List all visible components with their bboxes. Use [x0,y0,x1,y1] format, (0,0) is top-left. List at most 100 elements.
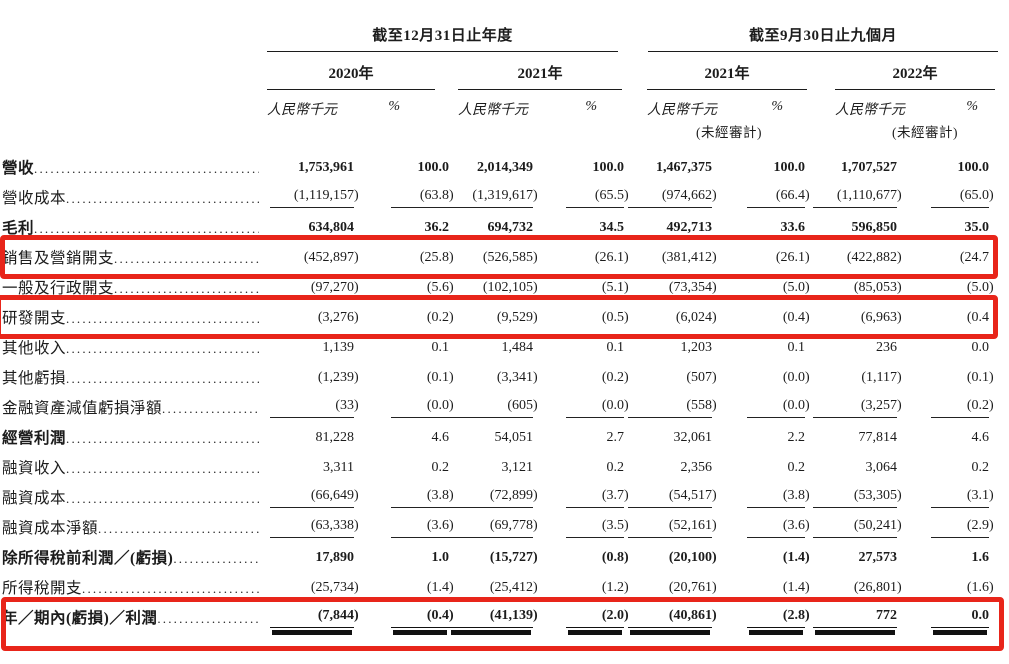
dot-leader [66,461,259,477]
cell-amount: (54,517) [624,486,717,508]
cell-amount: 3,064 [865,460,898,475]
cell-amount: (3,257) [805,396,902,418]
period-group-title-nine-months: 截至9月30日止九個月 [748,28,897,44]
cell-percent: 100.0 [592,160,625,175]
cell-percent: (24.7 [959,250,989,265]
cell-amount: (526,585) [482,250,538,265]
cell-amount: 2,356 [680,460,713,475]
cell-amount: (1,110,677) [805,186,902,208]
cell-amount: (73,354) [668,280,717,295]
percent-label-2021-nine-months: % [771,99,783,114]
cell-amount: (605) [449,396,538,418]
table-row: 所得稅開支 (25,734) (1.4) (25,412) (1.2) (20,761) (… [2,572,994,602]
cell-percent: (65.0) [897,186,994,208]
cell-amount: 1,203 [680,340,713,355]
cell-percent: (1.4) [782,580,810,595]
dot-leader [66,191,259,207]
cell-percent: 0.2 [606,460,625,475]
cell-amount: (52,161) [624,516,717,538]
cell-percent: (3.6) [712,516,810,538]
cell-amount: (25,412) [489,580,538,595]
table-row: 毛利 634,804 36.2 694,732 34.5 492,713 33.6 596,8… [2,212,989,242]
cell-amount: 634,804 [308,220,355,235]
row-label: 融資成本淨額 [2,516,265,538]
cell-percent: 0.1 [431,340,450,355]
cell-amount: (15,727) [489,550,538,565]
row-label: 經營利潤 [2,426,265,448]
cell-percent: (0.5) [601,310,629,325]
cell-amount: (3,341) [496,370,538,385]
cell-amount: (50,241) [805,516,902,538]
cell-percent: 36.2 [424,220,450,235]
cell-percent: 34.5 [599,220,625,235]
cell-amount: (422,882) [846,250,902,265]
dot-leader [114,281,259,297]
table-row: 金融資產減值虧損淨額(33)(0.0)(605)(0.0)(558)(0.0)(… [2,392,994,422]
cell-amount: (66,649) [265,486,359,508]
period-group-title-annual: 截至12月31日止年度 [372,28,513,44]
cell-percent: (3.8) [354,486,454,508]
header-rule-2021-annual [458,89,622,90]
cell-amount: 236 [876,340,897,355]
row-label: 金融資產減值虧損淨額 [2,396,265,418]
cell-percent: (3.6) [354,516,454,538]
unit-label-2021-annual: 人民幣千元 [458,103,528,118]
cell-percent: (2.0) [529,606,629,635]
cell-percent: (2.8) [712,606,810,635]
cell-percent: (25.8) [419,250,454,265]
cell-percent: (1.6) [966,580,994,595]
cell-percent: 33.6 [780,220,806,235]
cell-percent: (0.0) [529,396,629,418]
dot-leader [157,611,259,627]
unit-label-2022: 人民幣千元 [835,103,905,118]
cell-percent: 100.0 [417,160,450,175]
cell-amount: 1,484 [501,340,534,355]
cell-percent: (0.2) [426,310,454,325]
cell-percent: (5.6) [426,280,454,295]
row-label: 所得稅開支 [2,576,265,598]
table-row: 營收 1,753,961 100.0 2,014,349 100.0 1,467,375 1… [2,152,989,182]
dot-leader [114,251,259,267]
row-label: 毛利 [2,216,265,238]
table-row: 年／期內(虧損)／利潤(7,844)(0.4)(41,139)(2.0)(40,… [2,602,989,635]
row-label: 銷售及營銷開支 [2,246,265,268]
header-rule-2021-nine-months [647,89,807,90]
cell-percent: 0.1 [787,340,806,355]
cell-amount: (507) [686,370,717,385]
header-rule-2020 [267,89,435,90]
year-title-2022: 2022年 [892,66,938,82]
cell-amount: 77,814 [858,430,898,445]
cell-amount: 772 [805,606,897,635]
cell-percent: (0.8) [601,550,629,565]
table-row: 融資成本(66,649)(3.8)(72,899)(3.7)(54,517)(3… [2,482,994,512]
cell-percent: (26.1) [775,250,810,265]
cell-percent: 0.0 [897,606,989,635]
cell-percent: 100.0 [773,160,806,175]
unaudited-note-2022: (未經審計) [892,125,958,140]
cell-amount: 17,890 [315,550,355,565]
cell-percent: (0.1) [966,370,994,385]
cell-amount: 2,014,349 [477,160,533,175]
cell-amount: (20,761) [668,580,717,595]
unaudited-note-2021: (未經審計) [696,125,762,140]
table-row: 銷售及營銷開支 (452,897) (25.8) (526,585) (26.1) (38… [2,242,989,272]
dot-leader [66,431,259,447]
table-row: 經營利潤 81,228 4.6 54,051 2.7 32,061 2.2 77,814 4.6 [2,422,989,452]
cell-amount: (974,662) [624,186,717,208]
cell-percent: (0.0) [712,396,810,418]
cell-amount: (3,276) [317,310,359,325]
row-label: 其他虧損 [2,366,265,388]
table-body: 營收 1,753,961 100.0 2,014,349 100.0 1,467,375 1… [2,152,994,635]
cell-amount: (20,100) [668,550,717,565]
cell-percent: (5.0) [966,280,994,295]
cell-percent: 4.6 [431,430,450,445]
year-title-2021-annual: 2021年 [517,66,563,82]
cell-percent: 4.6 [971,430,990,445]
dot-leader [66,311,259,327]
table-row: 融資收入 3,311 0.2 3,121 0.2 2,356 0.2 3,064 0.2 [2,452,989,482]
cell-percent: (2.9) [897,516,994,538]
cell-percent: (3.5) [529,516,629,538]
cell-percent: (5.1) [601,280,629,295]
cell-amount: 3,121 [501,460,534,475]
unit-label-2020: 人民幣千元 [267,103,337,118]
